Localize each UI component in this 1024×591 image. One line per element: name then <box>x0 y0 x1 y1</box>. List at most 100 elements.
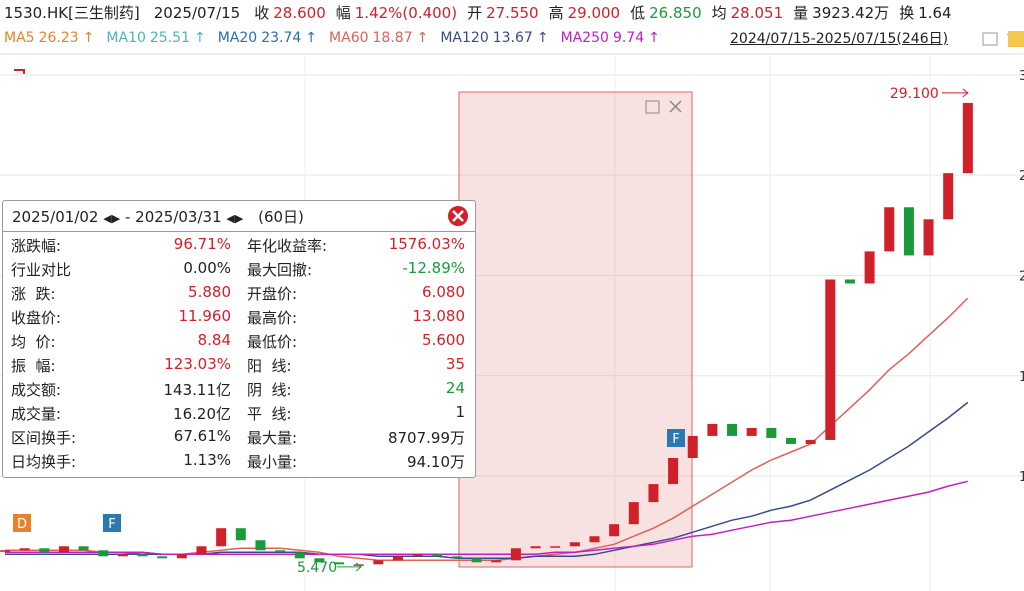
candle <box>235 528 246 541</box>
legend-value: 18.87 <box>372 30 413 46</box>
legend-value: 26.23 <box>38 30 79 46</box>
legend-trend: ↑ <box>82 30 95 46</box>
y-tick-label: 25 <box>1019 169 1024 184</box>
event-marker-label: D <box>17 517 27 532</box>
candle <box>117 554 128 557</box>
stat-label: 成交量: <box>11 405 62 423</box>
candle <box>864 251 875 284</box>
date-stepper[interactable]: ◀▶ <box>226 212 244 225</box>
stat-label: 平 线: <box>247 405 292 423</box>
quote-header: 1530.HK[三生制药] 2025/07/15 收 28.600 幅 1.42%(0.4… <box>4 2 1024 24</box>
stat-value: 143.11亿 <box>163 381 232 399</box>
legend-name: MA5 <box>4 30 35 46</box>
field-value: 3923.42万 <box>812 4 890 22</box>
legend-trend: ↑ <box>193 30 206 46</box>
stat-label: 阳 线: <box>247 357 292 375</box>
stat-value: 1.13% <box>183 451 231 469</box>
candle <box>275 550 286 553</box>
date-range[interactable]: 2024/07/15-2025/07/15(246日) <box>730 31 949 47</box>
field-value: 1.42%(0.400) <box>354 4 458 22</box>
candle <box>589 536 600 543</box>
candle <box>58 546 69 553</box>
close-icon[interactable] <box>669 100 682 113</box>
event-marker-label: F <box>108 517 115 532</box>
lock-icon[interactable] <box>1008 31 1024 47</box>
candle <box>471 558 482 563</box>
candle <box>157 556 168 559</box>
stat-label: 开盘价: <box>247 285 298 303</box>
stats-panel: 2025/01/02 ◀▶ - 2025/03/31 ◀▶ (60日) 涨跌幅:… <box>2 200 476 478</box>
stat-value: 96.71% <box>173 235 231 253</box>
settings-icon[interactable] <box>982 32 998 46</box>
stat-value: -12.89% <box>402 259 465 277</box>
candle <box>491 560 502 563</box>
stat-value: 35 <box>445 355 465 373</box>
candle <box>78 546 89 551</box>
stat-label: 最高价: <box>247 309 298 327</box>
legend-name: MA20 <box>217 30 258 46</box>
legend-value: 9.74 <box>612 30 645 46</box>
panel-close[interactable] <box>447 205 469 227</box>
candle <box>373 560 384 565</box>
candle <box>216 528 227 547</box>
candle <box>530 546 541 549</box>
stat-value: 1 <box>455 403 465 421</box>
date-stepper[interactable]: ◀▶ <box>103 212 121 225</box>
field-label: 低 <box>630 4 646 22</box>
y-tick-label: 20 <box>1019 269 1024 284</box>
candle <box>943 173 954 220</box>
legend-value: 25.51 <box>149 30 190 46</box>
legend-trend: ↑ <box>416 30 429 46</box>
candle <box>707 423 718 436</box>
stat-value: 5.880 <box>188 283 231 301</box>
candle <box>314 558 325 563</box>
legend-trend: ↑ <box>648 30 660 46</box>
candle <box>196 546 207 555</box>
stat-label: 年化收益率: <box>247 237 328 255</box>
event-marker <box>667 429 685 447</box>
event-marker <box>103 514 121 532</box>
price-arrow <box>941 88 969 98</box>
stats-title: 2025/01/02 ◀▶ - 2025/03/31 ◀▶ (60日) <box>12 206 304 227</box>
candle <box>98 550 109 557</box>
stat-value: 8707.99万 <box>387 429 465 447</box>
start-date: 2025/01/02 <box>12 208 99 226</box>
stat-value: 123.03% <box>164 355 231 373</box>
field-label: 收 <box>254 4 270 22</box>
ma-line <box>5 480 968 556</box>
panel-divider <box>3 231 475 232</box>
candle <box>334 562 345 565</box>
candle <box>766 427 777 438</box>
field-value: 28.051 <box>730 4 784 22</box>
stat-value: 16.20亿 <box>173 405 231 423</box>
field-value: 1.64 <box>918 4 952 22</box>
legend-trend: ↑ <box>536 30 549 46</box>
candle <box>0 550 10 552</box>
field-label: 量 <box>793 4 809 22</box>
candle <box>628 502 639 525</box>
date: 2025/07/15 <box>153 4 241 22</box>
candle <box>510 548 521 561</box>
candle <box>923 219 934 256</box>
candle <box>884 207 895 252</box>
stat-value: 94.10万 <box>407 453 465 471</box>
stat-value: 13.080 <box>412 307 466 325</box>
legend-name: MA10 <box>106 30 146 46</box>
price-label: 29.100 <box>890 86 939 102</box>
stat-label: 行业对比 <box>11 261 72 279</box>
candle <box>727 423 738 436</box>
stat-value: 8.84 <box>197 331 231 349</box>
restore-icon[interactable] <box>645 100 660 114</box>
stat-label: 最大量: <box>247 429 298 447</box>
candle <box>393 556 403 561</box>
legend-value: 23.74 <box>261 30 302 46</box>
stat-label: 最小量: <box>247 453 298 471</box>
stat-label: 日均换手: <box>11 453 77 471</box>
legend-name: MA120 <box>440 30 489 46</box>
stat-label: 涨跌幅: <box>11 237 62 255</box>
stat-value: 67.61% <box>173 427 231 445</box>
candle <box>668 458 679 485</box>
stat-label: 最低价: <box>247 333 298 351</box>
legend-name: MA250 <box>560 30 609 46</box>
